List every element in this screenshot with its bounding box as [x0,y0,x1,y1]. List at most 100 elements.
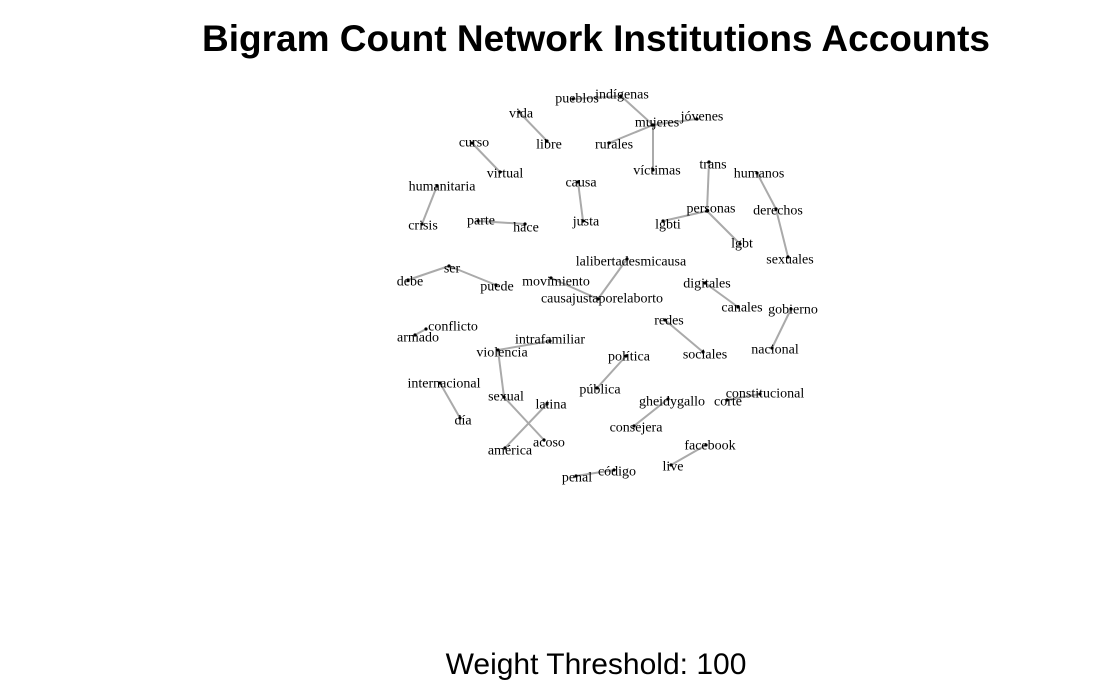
edge-corte-constitucional [726,393,761,401]
node-label-sociales: sociales [683,348,727,363]
node-label-nacional: nacional [751,343,799,358]
node-dot-nacional [770,346,774,350]
edge-personas-lgbt [706,210,741,245]
node-label-puede: puede [480,280,513,295]
node-dot-trans [707,160,711,164]
node-dot-gheidygallo [666,397,670,401]
node-dot-causa [576,180,580,184]
node-label-ser: ser [444,262,461,277]
edge-violencia-sexual [497,349,505,398]
node-label-latina: latina [535,398,567,413]
edge-rurales-mujeres [608,124,654,144]
node-label-intrafamiliar: intrafamiliar [515,333,585,348]
node-dot-live [669,463,673,467]
node-dot-debe [406,278,410,282]
edge-politica-publica [596,355,627,389]
node-label-humanitaria: humanitaria [409,180,477,195]
node-dot-humanos [755,171,759,175]
edge-internacional-dia [439,382,461,419]
node-label-humanos: humanos [734,167,785,182]
edge-personas-lgbti [662,210,708,222]
node-dot-latina [545,402,549,406]
node-label-lalibertadesmicausa: lalibertadesmicausa [576,255,687,270]
node-dot-intrafamiliar [548,339,552,343]
edge-trans-personas [706,161,710,212]
node-label-internacional: internacional [407,377,480,392]
node-dot-movimiento [549,276,553,280]
node-label-dia: día [454,414,472,429]
node-dot-ser [447,264,451,268]
edge-america-latina [504,403,548,449]
node-label-hace: hace [513,221,539,236]
node-label-canales: canales [721,301,762,316]
node-label-sexual: sexual [488,390,524,405]
node-dot-causajustaporelaborto [596,297,600,301]
node-dot-gobierno [789,307,793,311]
node-label-gheidygallo: gheidygallo [639,395,705,410]
edge-violencia-intrafamiliar [497,340,551,351]
edge-derechos-humanos [756,172,777,210]
edge-gobierno-nacional [771,308,792,349]
edge-parte-hace [477,220,526,225]
node-dot-publica [595,386,599,390]
node-dot-sexuales [786,255,790,259]
node-dot-lgbti [661,219,665,223]
node-label-acoso: acoso [533,436,565,451]
edge-pueblos-indigenas [572,95,622,100]
node-dot-humanitaria [435,184,439,188]
node-dot-dia [458,416,462,420]
node-dot-derechos [774,207,778,211]
node-label-rurales: rurales [595,138,633,153]
edge-vida-libre [518,111,548,142]
node-dot-constitucional [758,392,762,396]
node-dot-america [503,446,507,450]
node-label-vida: vida [509,107,534,122]
node-dot-indigenas [619,94,623,98]
node-dot-curso [470,141,474,145]
node-label-indigenas: indígenas [595,88,649,103]
node-label-trans: trans [699,158,726,173]
edge-redes-sociales [664,319,704,353]
node-label-crisis: crisis [408,219,438,234]
node-dot-sociales [701,350,705,354]
node-dot-politica [624,354,628,358]
node-dot-pueblos [571,97,575,101]
edge-humanitaria-crisis [421,185,438,225]
node-label-justa: justa [572,215,600,230]
chart-title: Bigram Count Network Institutions Accoun… [202,18,990,59]
node-dot-redes [663,318,667,322]
node-label-lgbt: lgbt [731,237,753,252]
node-label-victimas: víctimas [633,164,680,179]
node-label-politica: política [608,350,651,365]
node-dot-lalibertadesmicausa [625,257,629,261]
edge-codigo-penal [575,469,615,477]
edge-sexual-acoso [503,396,545,441]
node-label-curso: curso [459,136,489,151]
node-label-consejera: consejera [610,421,664,436]
node-label-causa: causa [565,176,597,191]
edge-digitales-canales [704,282,739,308]
node-dot-consejera [632,424,636,428]
node-label-virtual: virtual [487,167,524,182]
node-label-redes: redes [654,314,684,329]
node-dot-jovenes [695,117,699,121]
node-label-parte: parte [467,214,495,229]
node-label-penal: penal [562,471,592,486]
node-label-pueblos: pueblos [555,92,599,107]
node-dot-mujeres [651,123,655,127]
node-label-america: américa [488,444,533,459]
node-label-mujeres: mujeres [635,116,679,131]
node-dot-victimas [651,168,655,172]
node-label-jovenes: jóvenes [680,110,724,125]
node-label-facebook: facebook [684,439,735,454]
node-dot-vida [517,110,521,114]
node-dot-canales [736,305,740,309]
node-label-lgbti: lgbti [655,218,681,233]
edge-movimiento-causajustaporelaborto [550,277,599,300]
node-dot-virtual [498,170,502,174]
node-label-codigo: código [598,465,636,480]
node-label-corte: corte [714,395,742,410]
node-label-gobierno: gobierno [768,303,818,318]
